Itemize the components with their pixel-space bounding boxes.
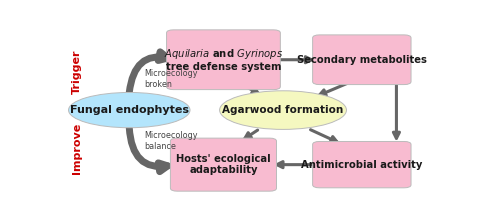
Text: Improve: Improve — [71, 123, 82, 174]
Ellipse shape — [220, 91, 346, 129]
Text: Microecology
balance: Microecology balance — [145, 131, 198, 151]
FancyBboxPatch shape — [312, 141, 411, 188]
Text: $\mathit{Aquilaria}$ and $\mathit{Gyrinops}$: $\mathit{Aquilaria}$ and $\mathit{Gyrino… — [164, 47, 283, 61]
Text: Hosts' ecological
adaptability: Hosts' ecological adaptability — [176, 154, 271, 175]
Text: Fungal endophytes: Fungal endophytes — [70, 105, 189, 115]
Text: Trigger: Trigger — [71, 49, 82, 94]
Text: Microecology
broken: Microecology broken — [145, 69, 198, 89]
FancyBboxPatch shape — [167, 30, 280, 90]
Ellipse shape — [68, 92, 190, 128]
Text: Agarwood formation: Agarwood formation — [222, 105, 344, 115]
Text: Antimicrobial activity: Antimicrobial activity — [301, 160, 423, 170]
FancyBboxPatch shape — [312, 35, 411, 85]
Text: tree defense system: tree defense system — [166, 62, 281, 72]
Text: Secondary metabolites: Secondary metabolites — [297, 55, 427, 65]
FancyBboxPatch shape — [171, 138, 276, 191]
